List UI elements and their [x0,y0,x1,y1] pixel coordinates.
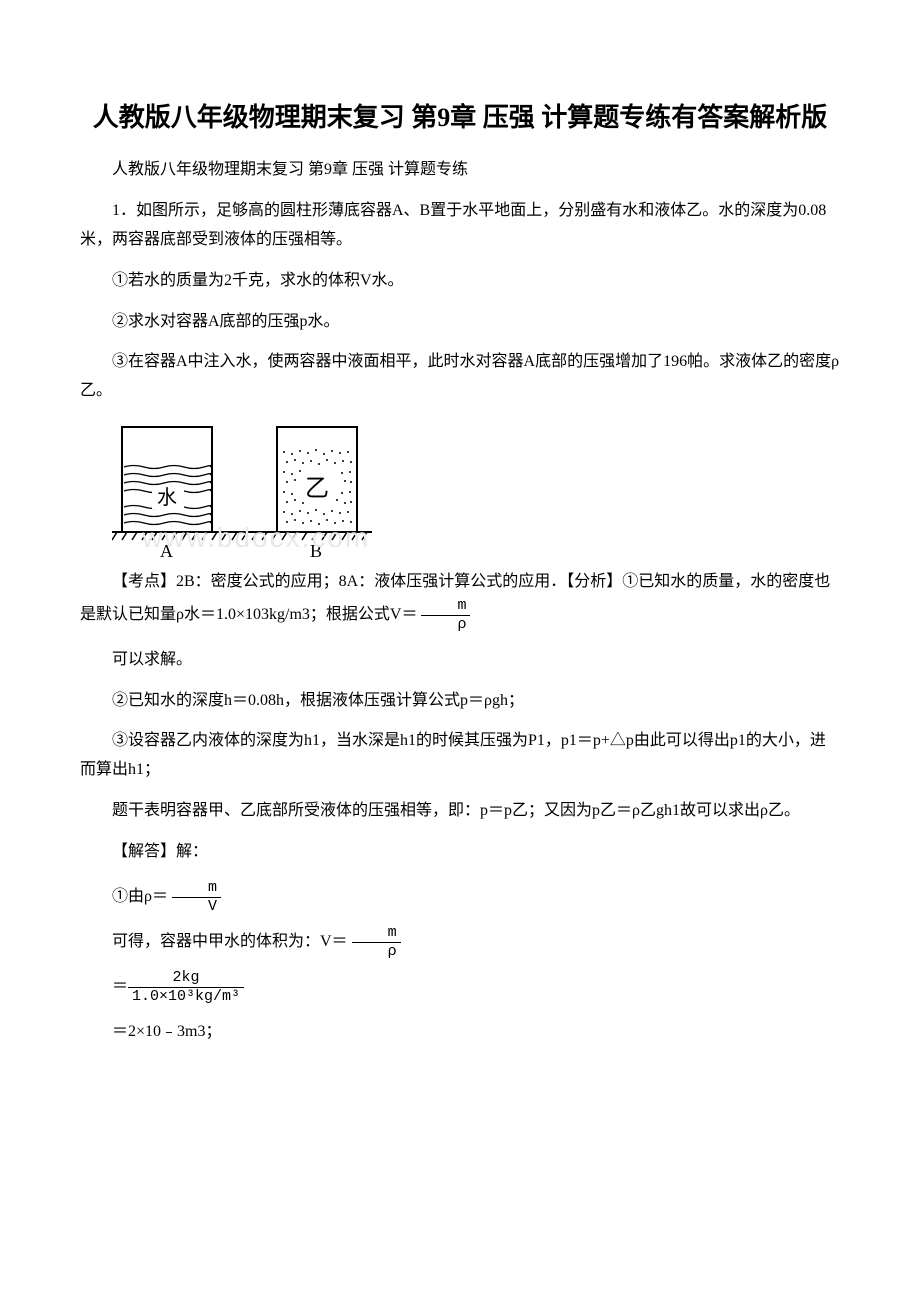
diagram-label-A: A [160,541,173,561]
solution-result: ＝2×10﹣3m3； [80,1018,840,1047]
solution-header: 【解答】解： [80,838,840,867]
analysis-line4: 题干表明容器甲、乙底部所受液体的压强相等，即：p＝p乙；又因为p乙＝ρ乙gh1故… [80,797,840,826]
step1-mid-text: 可得，容器中甲水的体积为：V＝ [112,933,348,950]
step1-prefix: ①由ρ＝ [112,888,168,905]
container-diagram: 水 乙 A B [112,422,382,562]
solution-calc: ＝ 2kg 1.0×10³kg/m³ [112,969,840,1006]
fraction-m-rho-2: m ρ [352,924,401,961]
solution-step1: ①由ρ＝ m V [80,879,840,916]
fraction-m-rho: m ρ [421,597,470,634]
analysis-suffix: 可以求解。 [80,646,840,675]
question-1-stem: 1．如图所示，足够高的圆柱形薄底容器A、B置于水平地面上，分别盛有水和液体乙。水… [80,197,840,255]
fraction-m-V: m V [172,879,221,916]
fraction-den: ρ [352,943,401,961]
question-1-part2: ②求水对容器A底部的压强p水。 [80,308,840,337]
fraction-num: m [172,879,221,898]
fraction-num: m [421,597,470,616]
solution-step1-mid: 可得，容器中甲水的体积为：V＝ m ρ [80,924,840,961]
calc-den: 1.0×10³kg/m³ [128,988,244,1006]
analysis-kaodian: 【考点】2B：密度公式的应用；8A：液体压强计算公式的应用．【分析】①已知水的质… [80,568,840,634]
fraction-den: V [172,898,221,916]
calc-num: 2kg [128,969,244,988]
diagram-container: 水 乙 A B www.bdocx.com [112,422,840,562]
diagram-label-B: B [310,541,322,561]
fraction-den: ρ [421,616,470,634]
fraction-calc: 2kg 1.0×10³kg/m³ [128,969,244,1006]
fraction-num: m [352,924,401,943]
diagram-label-yi: 乙 [305,476,329,502]
question-1-part1: ①若水的质量为2千克，求水的体积V水。 [80,267,840,296]
analysis-line2: ②已知水的深度h＝0.08h，根据液体压强计算公式p＝ρgh； [80,687,840,716]
subtitle: 人教版八年级物理期末复习 第9章 压强 计算题专练 [80,156,840,185]
diagram-label-water: 水 [157,486,177,509]
analysis-line3: ③设容器乙内液体的深度为h1，当水深是h1的时候其压强为P1，p1＝p+△p由此… [80,727,840,785]
question-1-part3: ③在容器A中注入水，使两容器中液面相平，此时水对容器A底部的压强增加了196帕。… [80,348,840,406]
page-title: 人教版八年级物理期末复习 第9章 压强 计算题专练有答案解析版 [80,100,840,136]
